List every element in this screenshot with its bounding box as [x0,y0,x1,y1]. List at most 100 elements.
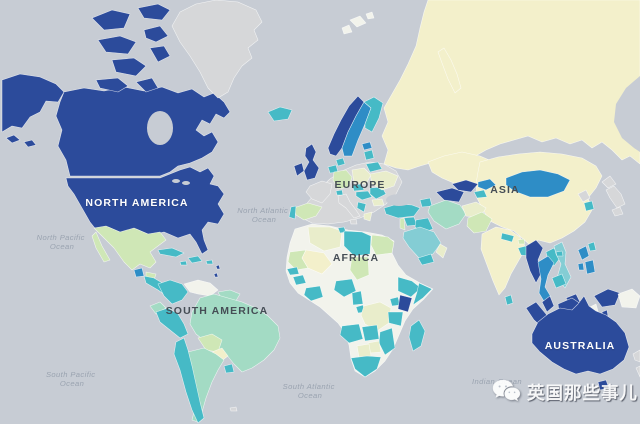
tanzania-region [387,311,404,327]
brazil-region [189,293,281,373]
japan-hokkaido [601,175,617,189]
label-north-america: NORTH AMERICA [85,197,188,209]
great-lakes-east [182,181,190,185]
thailand-region [537,255,555,304]
estonia-region [361,141,373,151]
senegal-region [286,266,300,276]
botswana-region [356,343,372,358]
watermark-text: 英国那些事儿 [527,383,638,403]
arctic-island-victoria [97,35,137,55]
italy-region [337,193,361,219]
sea-of-okhotsk [614,76,640,152]
finland-region [363,96,384,133]
cameroon-region [351,290,364,306]
nepal-region [500,232,515,243]
philippines-luzon [577,245,590,261]
wechat-icon [492,379,521,402]
egypt-region [370,234,395,256]
japan-honshu [605,185,626,209]
malaysia-region [541,295,555,313]
label-africa: AFRICA [333,252,379,264]
baltics-region [363,149,375,161]
bulgaria-region [371,198,385,207]
arctic-island-ellesmere [137,3,171,21]
arctic-island-baffin-s [149,45,171,63]
aral-sea [445,184,451,188]
czech-region [351,183,365,192]
germany-region [332,169,353,190]
algeria-region [307,226,343,252]
ukraine-region [369,170,399,191]
portugal-region [288,205,297,220]
oceania-landmass [531,295,640,391]
arctic-island-devon [143,25,169,43]
peru-region [155,307,189,339]
balkans-region [356,201,367,213]
chad-region [349,256,370,281]
levant-region [399,217,406,231]
jamaica-region [179,260,188,266]
lesser-antilles [215,264,221,270]
kyrgyzstan-region [477,178,497,191]
south-america-landmass [149,279,281,424]
west-papua-region [593,288,621,308]
tasmania-island [597,379,610,391]
iceland-region [267,106,293,122]
iran-region [427,199,467,230]
canada-region [55,86,231,177]
label-south-pacific-ocean: South Pacific Ocean [46,370,98,388]
cambodia-region [551,273,567,289]
wechat-watermark: 英国那些事儿 [492,379,638,406]
arctic-island-small [135,77,159,93]
baja-california [91,231,111,263]
label-europe: EUROPE [335,179,386,191]
uzbekistan-region [451,179,479,193]
china-region [475,151,603,246]
guinea-region [292,274,307,286]
papua-new-guinea-region [617,288,640,309]
novaya-zemlya [437,47,462,94]
madagascar-region [408,319,426,352]
pakistan-region [466,211,493,234]
alaska-region [1,73,65,133]
drc-region [360,301,392,332]
nigeria-region [333,278,357,298]
belarus-region [365,161,383,173]
spain-region [293,202,323,221]
great-lakes-west [172,179,180,183]
aleutian-islands [5,134,21,144]
tajikistan-region [473,189,488,199]
puerto-rico-region [205,259,214,265]
south-africa-region [350,355,382,378]
united-kingdom-region [303,143,320,181]
sicily-island [349,218,358,225]
taiwan-region [587,241,597,252]
black-sea [386,194,412,206]
greece-region [363,211,373,222]
svalbard-west [341,24,353,35]
north-korea-region [577,189,591,203]
label-australia: AUSTRALIA [545,340,616,352]
turkmenistan-region [435,187,465,203]
arctic-island-banks [91,9,131,31]
somalia-region [412,282,433,306]
label-asia: ASIA [490,184,520,196]
philippines-visayas [577,262,585,271]
new-zealand-north [632,349,640,363]
hungary-region [355,190,373,201]
philippines-mindanao [584,259,596,275]
libya-region [343,230,372,257]
colombia-region [157,279,189,305]
japan-kyushu [611,206,624,217]
bhutan-region [517,238,526,245]
label-north-atlantic-ocean: North Atlantic Ocean [237,206,290,224]
ghana-ivory-coast-region [303,285,324,302]
aleutian-islands-east [23,139,37,148]
svalbard-east [365,11,375,20]
arctic-island-baffin-n [111,57,147,77]
cuba-region [157,247,185,258]
hudson-bay [147,111,173,145]
svalbard-islands [349,15,367,28]
